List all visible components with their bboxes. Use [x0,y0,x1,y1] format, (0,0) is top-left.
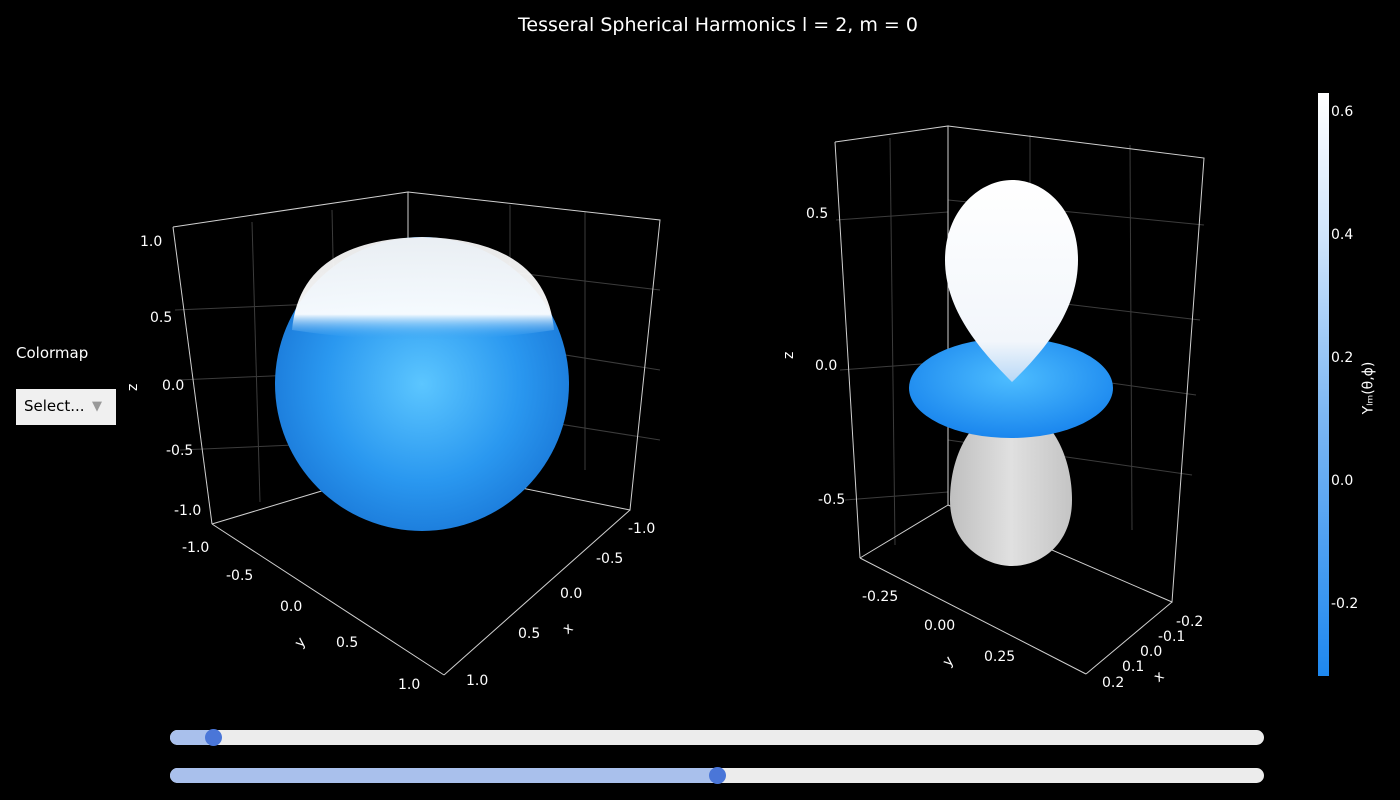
upper-lobe [945,180,1078,382]
right-x-tick: -0.2 [1176,614,1203,630]
colormap-select[interactable]: Select... ▼ [16,389,116,425]
lower-lobe [950,400,1072,566]
chevron-down-icon: ▼ [92,399,102,414]
m-slider[interactable] [170,767,1264,784]
colorbar-tick: 0.0 [1331,473,1354,489]
left-y-tick: -1.0 [182,540,209,556]
left-x-tick: 0.0 [560,586,582,602]
colorbar-tick: 0.6 [1331,104,1354,120]
left-z-axis-label: z [125,384,141,391]
left-y-tick: 0.0 [280,599,302,615]
colormap-select-value: Select... [24,397,85,415]
m-slider-fill [170,768,717,783]
m-slider-handle[interactable] [708,767,726,784]
left-x-tick: -1.0 [628,521,655,537]
left-y-tick: -0.5 [226,568,253,584]
right-z-tick: -0.5 [818,492,845,508]
right-x-tick: 0.1 [1122,659,1144,675]
left-z-tick: 0.5 [150,310,172,326]
colorbar-title: Yₗₘ(θ,ϕ) [1360,361,1377,415]
left-y-tick: 1.0 [398,677,420,693]
right-x-tick: 0.2 [1102,675,1124,691]
right-x-tick: -0.1 [1158,629,1185,645]
colorbar-tick: -0.2 [1331,596,1359,612]
right-z-tick: 0.0 [815,358,837,374]
right-z-tick: 0.5 [806,206,828,222]
right-x-axis-label: x [1151,668,1168,686]
left-x-tick: -0.5 [596,551,623,567]
left-z-tick: 1.0 [140,234,162,250]
right-y-tick: 0.00 [924,618,955,634]
right-y-tick: -0.25 [862,589,898,605]
right-y-tick: 0.25 [984,649,1015,665]
left-x-axis-label: x [560,620,577,638]
sphere-cap [292,237,554,340]
left-x-tick: 0.5 [518,626,540,642]
left-y-axis-label: y [292,634,310,651]
left-z-tick: -1.0 [174,503,201,519]
right-x-tick: 0.0 [1140,644,1162,660]
left-z-tick: 0.0 [162,378,184,394]
page-title: Tesseral Spherical Harmonics l = 2, m = … [518,14,918,36]
l-slider[interactable] [170,729,1264,746]
right-y-axis-label: y [940,653,958,670]
l-slider-handle[interactable] [205,729,223,746]
torus-disk [909,338,1113,438]
left-z-tick: -0.5 [166,443,193,459]
right-z-axis-label: z [781,352,797,359]
colormap-label: Colormap [16,344,89,362]
left-y-tick: 0.5 [336,635,358,651]
left-x-tick: 1.0 [466,673,488,689]
l-slider-fill [170,730,214,745]
colorbar [1318,93,1329,676]
colorbar-tick: 0.2 [1331,350,1354,366]
colorbar-tick: 0.4 [1331,227,1354,243]
